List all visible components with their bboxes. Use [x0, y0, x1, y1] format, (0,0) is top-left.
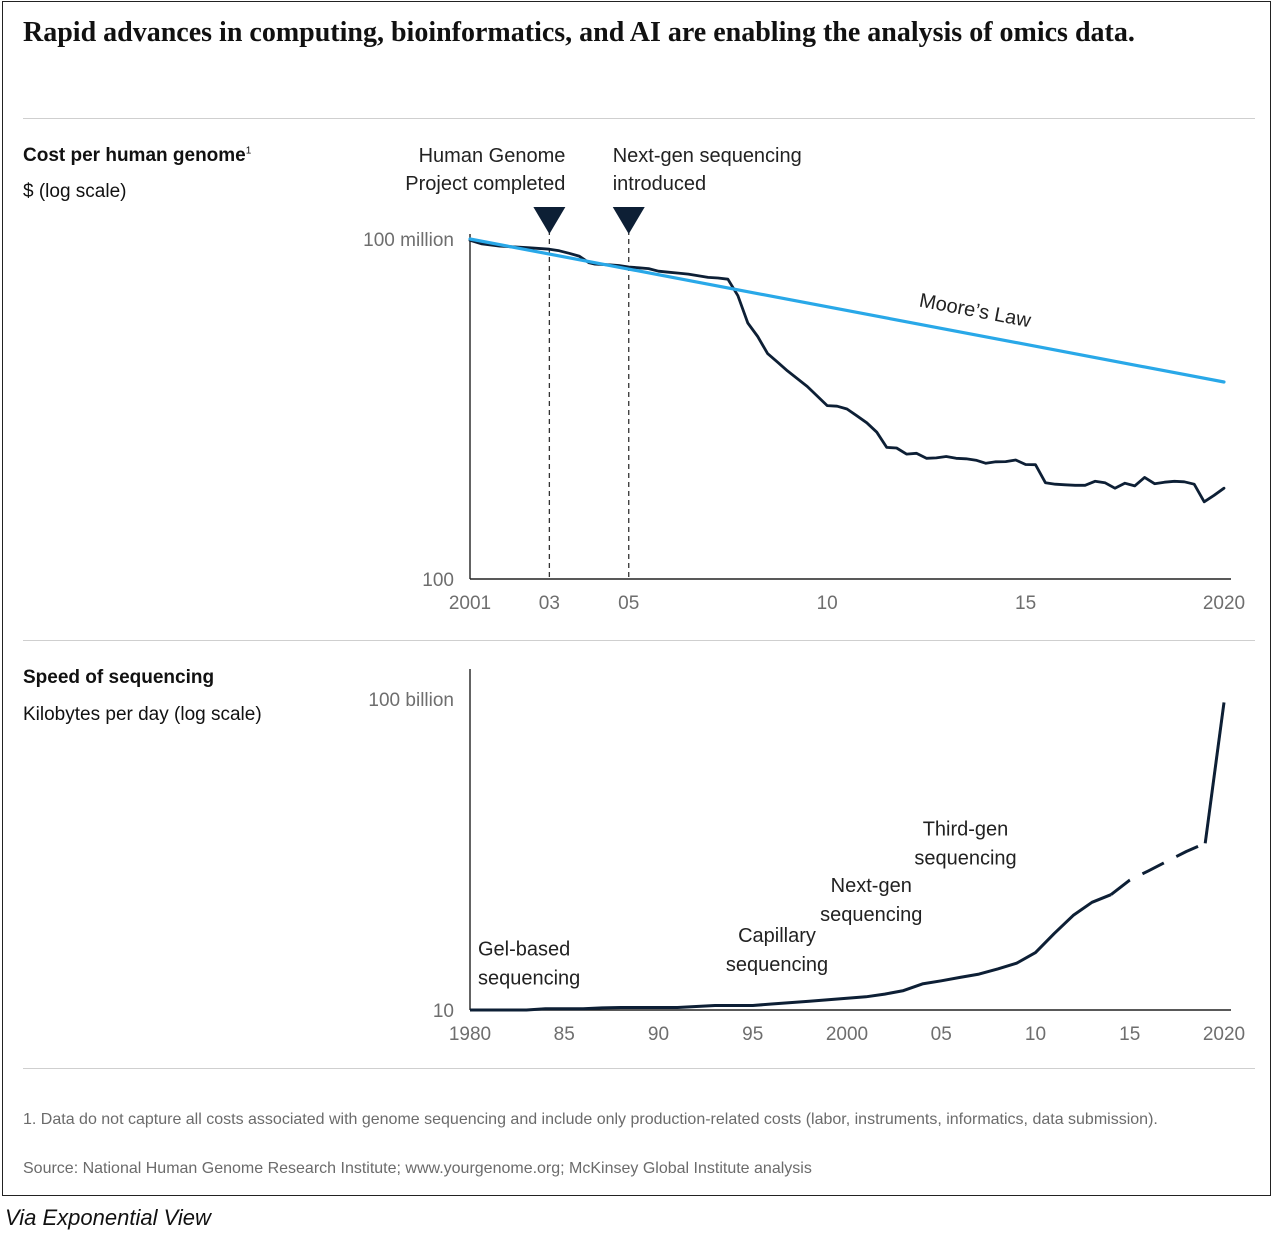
cost-panel-title-text: Cost per human genome [23, 145, 246, 166]
footnote-number: 1. [23, 1111, 37, 1128]
cost-event-marker-1 [612, 207, 645, 234]
cost-panel-title: Cost per human genome1 [23, 145, 251, 167]
sequencing-speed-line-speed-projection [1109, 841, 1206, 896]
era-label-2-line-1: sequencing [820, 904, 922, 926]
sequencing-speed-line-speed-latest [1203, 702, 1226, 844]
source-note: Source: National Human Genome Research I… [23, 1160, 812, 1177]
cost-x-tick-label-3: 10 [817, 593, 838, 614]
speed-panel-title: Speed of sequencing [23, 667, 215, 688]
era-label-3-line-1: sequencing [914, 847, 1016, 869]
speed-x-tick-label-4: 2000 [826, 1024, 868, 1045]
headline: Rapid advances in computing, bioinformat… [23, 17, 1135, 48]
speed-y-tick-label-0: 100 billion [368, 690, 454, 711]
cost-per-genome-line [468, 238, 1226, 504]
speed-x-tick-label-2: 90 [648, 1024, 669, 1045]
divider-middle [23, 640, 1255, 641]
era-label-2-line-0: Next-gen [831, 875, 912, 897]
speed-x-tick-label-8: 2020 [1203, 1024, 1245, 1045]
cost-event-label-0-line-1: Project completed [405, 173, 565, 195]
cost-y-tick-label-0: 100 million [363, 230, 454, 251]
era-label-0-line-1: sequencing [478, 968, 580, 990]
era-label-1-line-0: Capillary [738, 925, 816, 947]
era-label-3-line-0: Third-gen [923, 818, 1009, 840]
footnote-marker: 1 [245, 145, 252, 157]
divider-top [23, 118, 1255, 119]
speed-x-tick-label-3: 95 [742, 1024, 763, 1045]
credit-text: Via Exponential View [5, 1205, 211, 1230]
speed-x-tick-label-0: 1980 [449, 1024, 491, 1045]
divider-bottom [23, 1068, 1255, 1069]
cost-event-label-0-line-0: Human Genome [419, 145, 566, 167]
cost-panel-subtitle: $ (log scale) [23, 181, 127, 202]
moores-law-line [468, 237, 1226, 384]
cost-x-tick-label-4: 15 [1015, 593, 1036, 614]
speed-x-tick-label-6: 10 [1025, 1024, 1046, 1045]
cost-x-tick-label-5: 2020 [1203, 593, 1245, 614]
footnote: 1. Data do not capture all costs associa… [23, 1108, 1248, 1131]
footnote-text: Data do not capture all costs associated… [40, 1111, 1158, 1128]
speed-x-tick-label-7: 15 [1119, 1024, 1140, 1045]
cost-event-label-1-line-0: Next-gen sequencing [613, 145, 802, 167]
speed-y-tick-label-1: 10 [433, 1001, 454, 1022]
era-label-0-line-0: Gel-based [478, 939, 570, 961]
speed-x-tick-label-1: 85 [554, 1024, 575, 1045]
cost-x-tick-label-1: 03 [539, 593, 560, 614]
cost-event-marker-0 [533, 207, 566, 234]
era-label-1-line-1: sequencing [726, 954, 828, 976]
chart-card: Rapid advances in computing, bioinformat… [2, 1, 1271, 1196]
speed-x-tick-label-5: 05 [931, 1024, 952, 1045]
cost-y-tick-label-1: 100 [422, 570, 454, 591]
cost-event-label-1-line-1: introduced [613, 173, 706, 195]
sequencing-speed-line-speed [470, 893, 1112, 1012]
speed-panel-subtitle: Kilobytes per day (log scale) [23, 704, 262, 725]
cost-x-tick-label-0: 2001 [449, 593, 491, 614]
cost-x-tick-label-2: 05 [618, 593, 639, 614]
